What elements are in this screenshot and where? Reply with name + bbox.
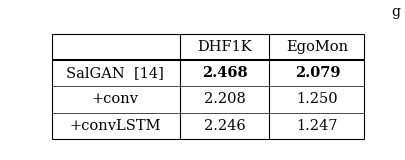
Text: +convLSTM: +convLSTM: [69, 119, 161, 133]
Text: 2.079: 2.079: [294, 66, 339, 80]
Text: 2.208: 2.208: [203, 92, 245, 106]
Text: 2.246: 2.246: [203, 119, 245, 133]
Text: EgoMon: EgoMon: [286, 40, 347, 54]
Text: g: g: [390, 5, 399, 19]
Text: SalGAN  [14]: SalGAN [14]: [66, 66, 164, 80]
Text: 1.247: 1.247: [296, 119, 337, 133]
Text: 2.468: 2.468: [201, 66, 247, 80]
Text: 1.250: 1.250: [296, 92, 337, 106]
Text: +conv: +conv: [92, 92, 139, 106]
Text: DHF1K: DHF1K: [197, 40, 252, 54]
